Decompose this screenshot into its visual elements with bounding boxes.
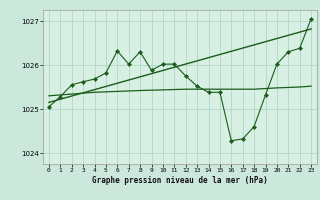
X-axis label: Graphe pression niveau de la mer (hPa): Graphe pression niveau de la mer (hPa) <box>92 176 268 185</box>
